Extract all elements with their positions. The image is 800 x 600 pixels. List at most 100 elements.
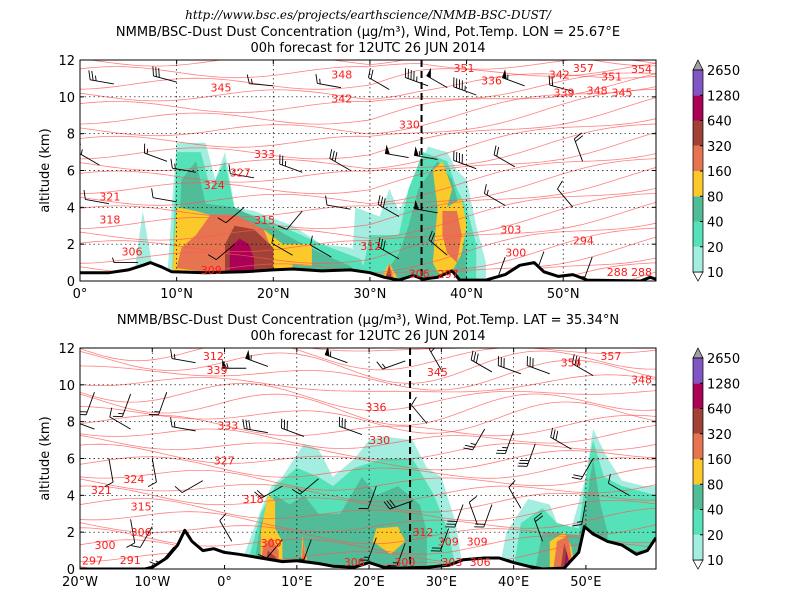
barb-full [534,512,543,520]
x-tick-label: 20°W [62,575,98,590]
wind-barb [310,235,332,258]
colorbar-bin-640 [693,95,703,121]
barb-full [573,474,583,478]
theta-line [80,443,656,471]
colorbar-tick-label: 80 [707,190,724,205]
barb-full [248,420,251,430]
colorbar-bin-20 [693,221,703,247]
theta-line [80,73,656,102]
barb-staff [468,502,478,525]
barb-full [291,488,301,495]
barb-full [329,149,333,159]
theta-label: 297 [438,268,459,281]
wind-barb [281,418,305,437]
wind-barb [217,206,245,224]
colorbar-bin-20 [693,509,703,535]
colorbar-extend-min [692,559,704,570]
wind-barb [338,416,363,435]
wind-barb [501,69,525,87]
wind-barb [170,417,196,432]
theta-label: 312 [412,526,433,539]
theta-line [482,257,656,281]
y-tick-label: 4 [67,201,75,216]
wind-barb [246,74,274,87]
barb-staff [302,539,312,563]
theta-label: 345 [210,82,231,95]
barb-half [486,189,489,196]
y-tick-label: 0 [67,563,75,578]
wind-barb [497,356,522,375]
theta-label: 303 [500,223,521,236]
barb-staff [413,208,438,214]
theta-line [307,348,477,352]
barb-staff [152,197,177,203]
barb-staff [281,427,305,437]
wind-barb [222,359,247,369]
y-tick-label: 6 [67,453,75,468]
wind-barb [170,158,197,173]
barb-staff [470,359,493,373]
theta-label: 318 [243,493,264,506]
wind-barb [324,348,348,364]
barb-full [109,407,113,418]
wind-barb [325,195,351,210]
barb-staff [484,193,506,206]
theta-label: 321 [99,190,120,203]
barb-full [217,217,227,224]
bottom-panel-subtitle: 00h forecast for 12UTC 26 JUN 2014 [250,329,485,344]
barb-staff [549,84,574,92]
theta-line [80,72,656,113]
barb-staff [121,393,132,417]
theta-label: 330 [399,118,420,131]
theta-label: 348 [631,373,652,386]
theta-line [80,393,656,426]
barb-full [575,135,584,142]
colorbar-bin-160 [693,145,703,171]
wind-barb [470,350,493,373]
colorbar-tick-label: 160 [707,165,732,180]
barb-half [418,151,421,157]
barb-full [91,70,94,81]
x-tick-label: 50°E [570,575,601,590]
theta-line [80,348,656,371]
theta-label: 306 [122,246,143,259]
theta-label: 339 [206,364,227,377]
barb-full [245,419,248,430]
wind-barb [254,485,283,499]
wind-barb [376,360,406,370]
wind-barb [383,499,413,510]
wind-barb [88,70,114,85]
theta-label: 333 [217,419,238,432]
barb-full [383,501,391,510]
wind-barb [428,230,448,256]
barb-full [370,69,374,80]
barb-flag [222,359,228,369]
theta-label: 357 [600,350,621,363]
x-tick-label: 40°N [450,287,483,302]
barb-full [470,350,474,361]
barb-staff [317,83,342,89]
wind-barb [358,537,377,561]
barb-staff [472,428,486,451]
terrain-profile [80,525,656,569]
y-tick-label: 12 [58,54,75,69]
barb-half [250,78,253,85]
barb-full [484,184,487,194]
barb-half [319,78,321,85]
barb-staff [526,443,536,467]
colorbar-tick-label: 160 [707,453,732,468]
theta-label: 312 [360,240,381,253]
barb-full [174,485,183,493]
barb-full [571,354,575,364]
wind-barb [130,526,153,548]
barb-full [411,396,417,406]
barb-full [572,524,582,527]
barb-full [550,427,554,438]
theta-label: 324 [204,179,225,192]
wind-barb [151,188,177,203]
theta-label: 315 [254,214,275,227]
theta-label: 306 [409,268,430,281]
theta-label: 327 [230,166,251,179]
barb-full [368,68,371,78]
